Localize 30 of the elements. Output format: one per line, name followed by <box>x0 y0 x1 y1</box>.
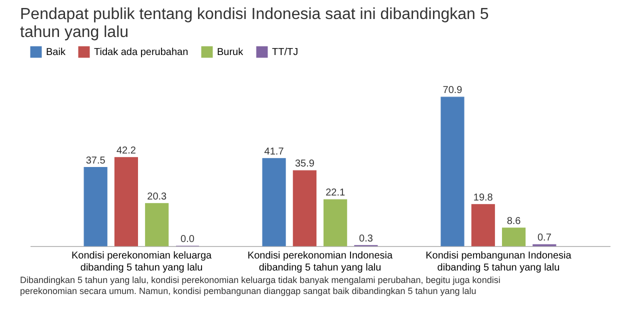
x-tick-label: Kondisi pembangunan Indonesia dibanding 5 tahun yang lalu <box>426 250 572 274</box>
bar <box>84 166 108 246</box>
data-label: 35.9 <box>294 158 315 170</box>
x-tick-label: Kondisi perekonomian keluarga dibanding 5 tahun yang lalu <box>71 250 212 274</box>
legend-label: Buruk <box>217 47 244 58</box>
x-tick-label: Kondisi perekonomian Indonesia dibanding 5 tahun yang lalu <box>247 250 393 274</box>
bar <box>502 228 526 246</box>
data-label: 37.5 <box>86 155 106 166</box>
bar <box>145 203 169 246</box>
data-label: 0.7 <box>537 232 552 244</box>
bar <box>262 158 286 246</box>
bar <box>292 170 316 246</box>
data-label: 70.9 <box>442 85 463 96</box>
bar <box>440 96 464 246</box>
legend-label: TT/TJ <box>272 47 298 58</box>
data-label: 0.0 <box>180 234 195 245</box>
data-label: 0.3 <box>359 233 374 244</box>
data-label: 20.3 <box>147 191 168 202</box>
chart-title: Pendapat publik tentang kondisi Indonesia saat ini dibandingkan 5 tahun yang lalu <box>20 6 489 41</box>
legend-label: Tidak ada perubahan <box>94 47 188 58</box>
legend-label: Baik <box>46 47 66 58</box>
bar <box>114 157 138 246</box>
data-label: 8.6 <box>506 216 522 227</box>
data-label: 42.2 <box>116 145 136 156</box>
data-label: 19.8 <box>473 192 494 204</box>
bar <box>324 199 348 246</box>
data-label: 41.7 <box>264 146 284 158</box>
text: Dibandingkan 5 tahun yang lalu, kondisi perekonomian keluarga tidak banyak mengalami perubahan, begitu juga kondisi perekonomian secara umum. Namun, kondisi pembangunan dianggap sangat baik dibandingkan 5 tahun yang lalu <box>20 275 500 296</box>
bar <box>471 204 495 246</box>
data-label: 22.1 <box>326 188 346 199</box>
